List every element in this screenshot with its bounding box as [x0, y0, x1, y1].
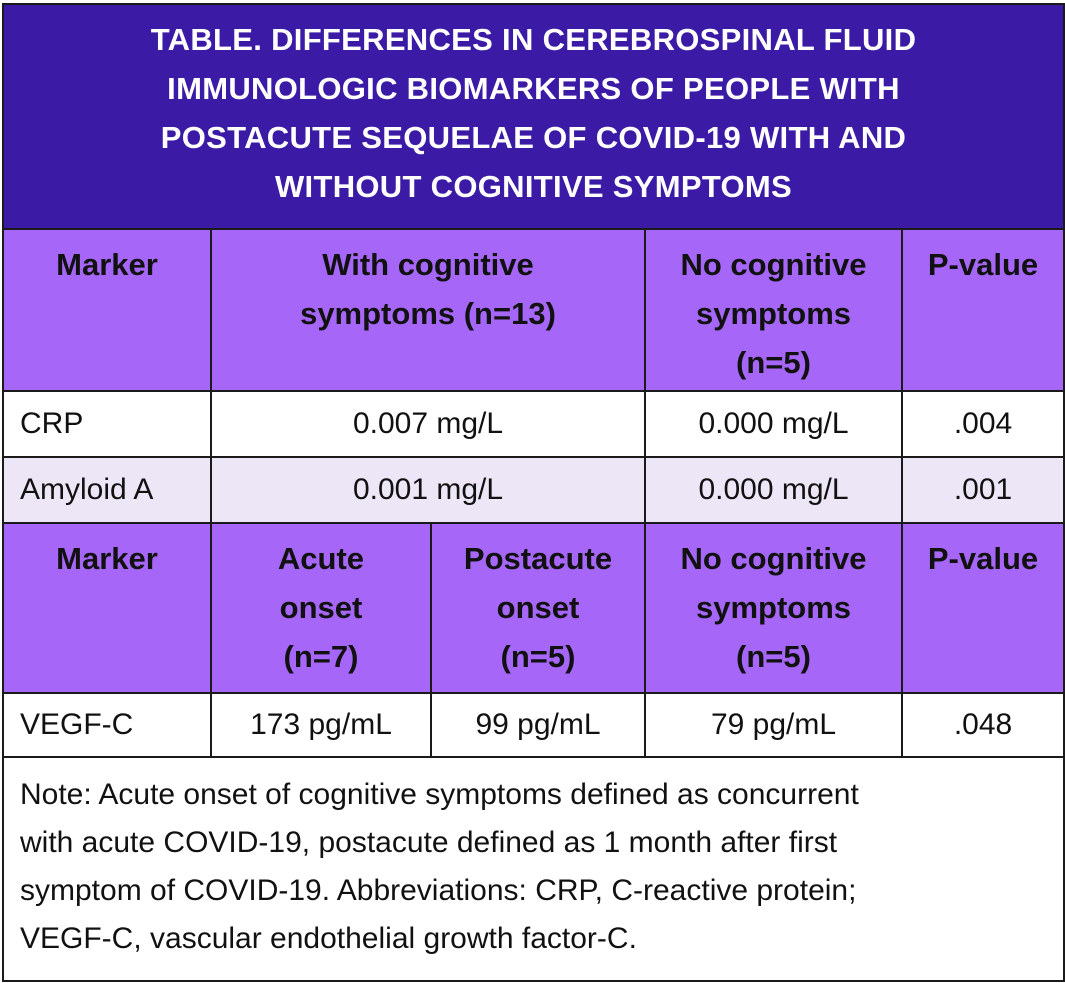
header-row-2: Marker Acute onset (n=7) Postacute onset…: [2, 522, 1065, 694]
header-with-cognitive: With cognitive symptoms (n=13): [210, 228, 646, 392]
table-row-crp: CRP 0.007 mg/L 0.000 mg/L .004: [2, 390, 1065, 458]
cell-p-value: .048: [900, 692, 1065, 758]
header-p-value: P-value: [900, 522, 1065, 694]
header-marker: Marker: [2, 228, 212, 392]
cell-no-cognitive: 0.000 mg/L: [644, 390, 903, 458]
cell-p-value: .004: [900, 390, 1065, 458]
header-no-cognitive: No cognitive symptoms (n=5): [644, 228, 903, 392]
header-marker: Marker: [2, 522, 212, 694]
header-no-cognitive: No cognitive symptoms (n=5): [644, 522, 903, 694]
title-line: POSTACUTE SEQUELAE OF COVID-19 WITH AND: [160, 120, 907, 155]
header-row-1: Marker With cognitive symptoms (n=13) No…: [2, 228, 1065, 392]
title-line: IMMUNOLOGIC BIOMARKERS OF PEOPLE WITH: [167, 71, 900, 106]
title-row: TABLE. DIFFERENCES IN CEREBROSPINAL FLUI…: [1, 3, 1065, 230]
table-row-vegf-c: VEGF-C 173 pg/mL 99 pg/mL 79 pg/mL .048: [2, 692, 1065, 758]
header-p-value: P-value: [900, 228, 1065, 392]
header-acute-onset: Acute onset (n=7): [210, 522, 432, 694]
table-title: TABLE. DIFFERENCES IN CEREBROSPINAL FLUI…: [1, 3, 1065, 230]
note-row: Note: Acute onset of cognitive symptoms …: [1, 756, 1065, 982]
note-line: with acute COVID-19, postacute defined a…: [20, 826, 838, 859]
title-line: WITHOUT COGNITIVE SYMPTOMS: [275, 169, 793, 204]
cell-marker: Amyloid A: [2, 456, 212, 524]
cell-with-cognitive: 0.007 mg/L: [210, 390, 646, 458]
cell-no-cognitive: 79 pg/mL: [644, 692, 903, 758]
note-line: symptom of COVID-19. Abbreviations: CRP,…: [20, 874, 857, 907]
biomarker-table: TABLE. DIFFERENCES IN CEREBROSPINAL FLUI…: [1, 3, 1065, 982]
cell-with-cognitive: 0.001 mg/L: [210, 456, 646, 524]
note-line: VEGF-C, vascular endothelial growth fact…: [20, 922, 637, 955]
title-line: TABLE. DIFFERENCES IN CEREBROSPINAL FLUI…: [150, 22, 917, 57]
cell-p-value: .001: [900, 456, 1065, 524]
cell-acute-onset: 173 pg/mL: [210, 692, 432, 758]
cell-marker: CRP: [2, 390, 212, 458]
cell-postacute-onset: 99 pg/mL: [430, 692, 646, 758]
note-line: Note: Acute onset of cognitive symptoms …: [20, 778, 859, 811]
cell-no-cognitive: 0.000 mg/L: [644, 456, 903, 524]
table-container: TABLE. DIFFERENCES IN CEREBROSPINAL FLUI…: [1, 3, 1065, 982]
header-postacute-onset: Postacute onset (n=5): [430, 522, 646, 694]
table-note: Note: Acute onset of cognitive symptoms …: [1, 756, 1065, 982]
cell-marker: VEGF-C: [2, 692, 212, 758]
table-row-amyloid-a: Amyloid A 0.001 mg/L 0.000 mg/L .001: [2, 456, 1065, 524]
